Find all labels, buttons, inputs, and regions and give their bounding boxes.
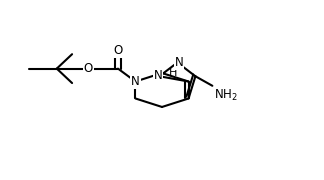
Text: N: N bbox=[131, 75, 140, 88]
Text: N: N bbox=[175, 56, 183, 69]
Text: N: N bbox=[154, 69, 162, 82]
Text: NH$_2$: NH$_2$ bbox=[214, 87, 238, 103]
Text: O: O bbox=[113, 44, 122, 57]
Text: O: O bbox=[84, 62, 93, 75]
Text: H: H bbox=[169, 68, 178, 78]
